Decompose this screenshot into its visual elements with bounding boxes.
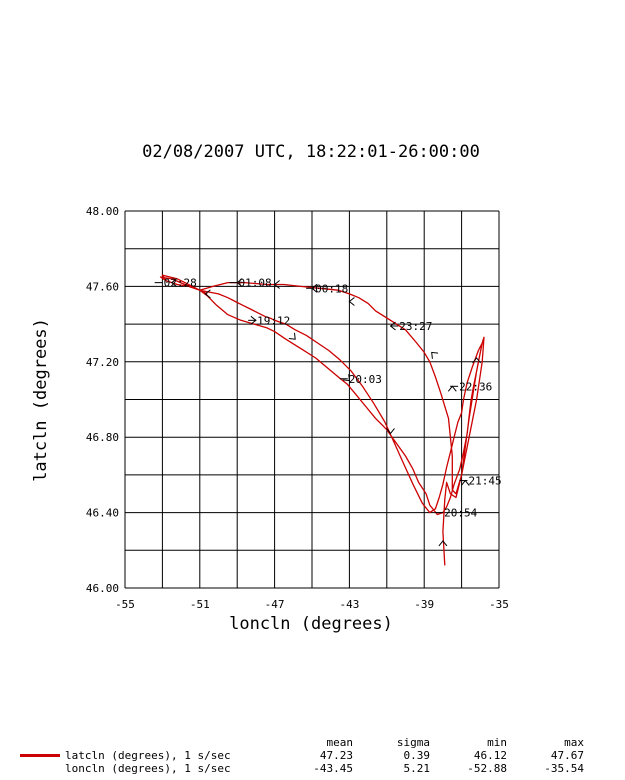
x-tick-label: -35: [489, 598, 509, 611]
stats-max: -35.54: [544, 762, 584, 775]
direction-arrow: [348, 297, 355, 306]
direction-arrow: [288, 332, 296, 340]
direction-arrow: [273, 280, 280, 289]
stats-row-latcln: latcln (degrees), 1 s/sec 47.23 0.39 46.…: [0, 749, 625, 762]
direction-arrow: [204, 289, 211, 299]
x-tick-label: -55: [115, 598, 135, 611]
y-tick-label: 48.00: [86, 205, 119, 218]
stats-max: 47.67: [550, 749, 584, 762]
stats-header-max: max: [564, 736, 584, 749]
chart: 02/08/2007 UTC, 18:22:01-26:00:00 -55 -51…: [31, 142, 509, 634]
y-tick-label: 47.60: [86, 280, 119, 293]
time-annotations: 02:28 01:08 00:18 23:27 19:12 20:03 22:36 21:45…: [154, 277, 502, 520]
time-annotation: 20:03: [349, 373, 382, 386]
time-annotation: 21:45: [468, 475, 501, 488]
direction-arrow: [170, 278, 178, 287]
x-tick-labels: -55 -51 -47 -43 -39 -35: [115, 598, 509, 611]
direction-arrow: [431, 351, 439, 359]
stats-row-label: latcln (degrees), 1 s/sec: [65, 749, 231, 762]
time-annotation: 22:36: [459, 380, 492, 393]
series-line: [159, 274, 485, 566]
x-tick-label: -51: [190, 598, 210, 611]
y-tick-labels: 46.00 46.40 46.80 47.20 47.60 48.00: [86, 205, 119, 595]
time-annotation: 00:18: [315, 282, 348, 295]
stats-row-label: loncln (degrees), 1 s/sec: [65, 762, 231, 775]
time-annotation: 23:27: [399, 320, 432, 333]
stats-row-loncln: loncln (degrees), 1 s/sec -43.45 5.21 -5…: [0, 762, 625, 775]
y-tick-label: 46.80: [86, 431, 119, 444]
direction-arrow: [342, 374, 350, 382]
stats-header-mean: mean: [326, 736, 354, 749]
stats-sigma: 0.39: [403, 749, 431, 762]
time-annotation: 02:28: [164, 277, 197, 290]
stats-mean: 47.23: [319, 749, 353, 762]
stats-min: 46.12: [473, 749, 507, 762]
y-tick-label: 47.20: [86, 356, 119, 369]
chart-title: 02/08/2007 UTC, 18:22:01-26:00:00: [142, 142, 480, 162]
x-tick-label: -47: [265, 598, 285, 611]
x-axis-label: loncln (degrees): [229, 614, 393, 634]
y-tick-label: 46.40: [86, 507, 119, 520]
stats-header-sigma: sigma: [396, 736, 430, 749]
direction-arrow: [438, 540, 448, 547]
direction-arrow: [386, 428, 395, 435]
x-tick-label: -43: [339, 598, 359, 611]
legend-swatch: [20, 754, 60, 757]
direction-arrow: [472, 357, 481, 364]
time-annotation: 20:54: [444, 507, 477, 520]
stats-sigma: 5.21: [403, 762, 431, 775]
y-tick-label: 46.00: [86, 582, 119, 595]
time-annotation: 01:08: [238, 277, 271, 290]
stats-header: mean sigma min max: [0, 736, 625, 749]
y-axis-label: latcln (degrees): [31, 318, 51, 482]
stats-min: -52.88: [467, 762, 507, 775]
x-tick-label: -39: [414, 598, 434, 611]
stats-header-min: min: [487, 736, 507, 749]
direction-arrow: [447, 385, 457, 392]
series: [159, 274, 485, 566]
statistics-table: mean sigma min max latcln (degrees), 1 s…: [0, 736, 625, 775]
time-annotation: 19:12: [257, 314, 290, 327]
stats-mean: -43.45: [313, 762, 353, 775]
direction-arrows: [170, 278, 481, 547]
